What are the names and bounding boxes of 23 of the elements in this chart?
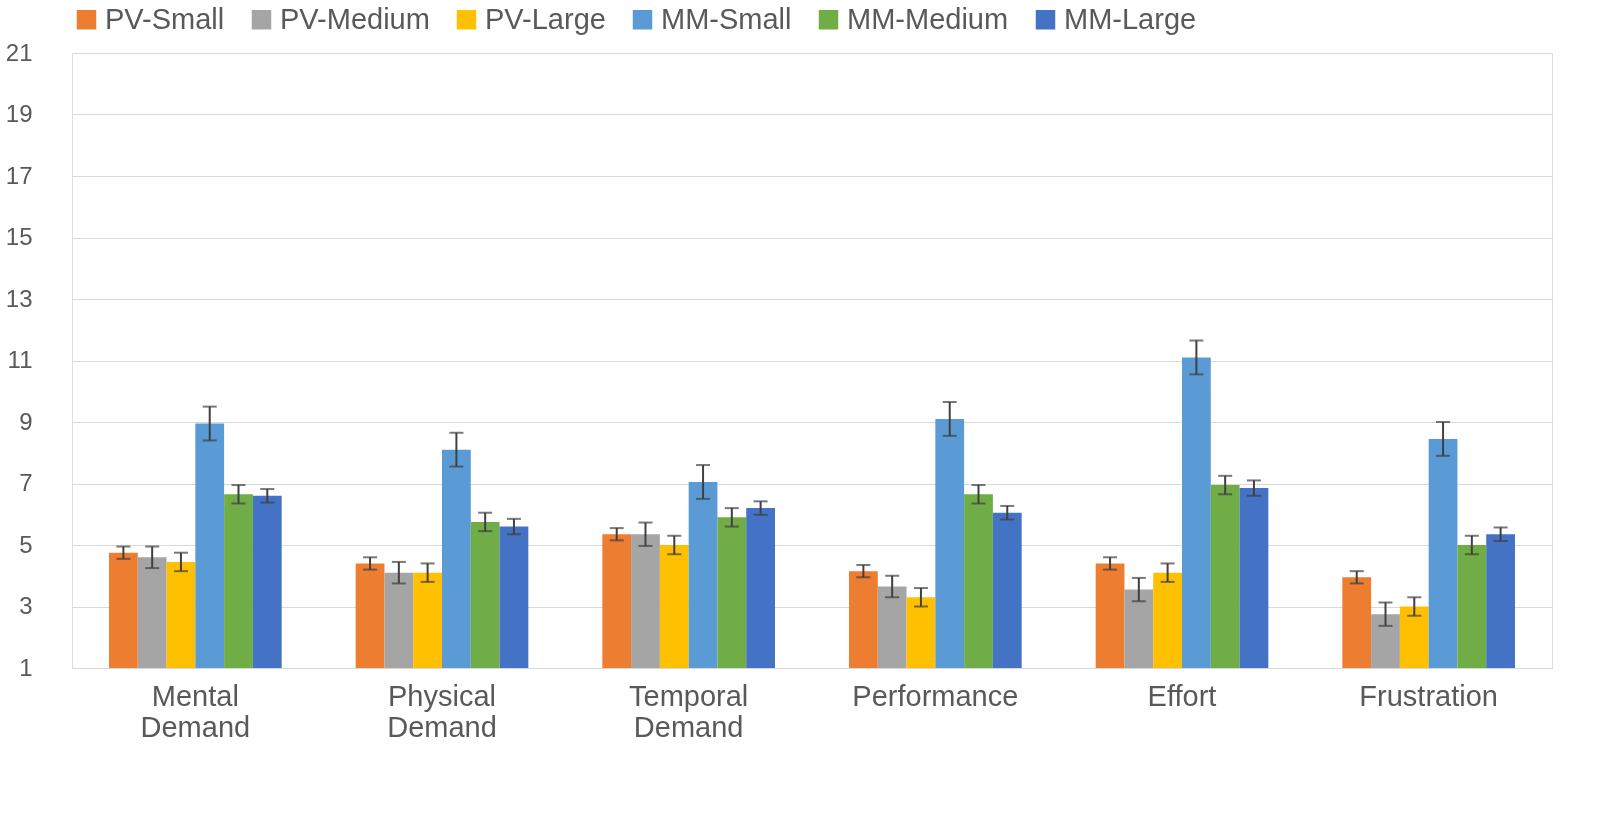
y-tick-label: 17 <box>5 161 33 189</box>
x-tick-label: Mental Demand <box>140 679 251 743</box>
x-tick-label: Performance <box>852 679 1019 712</box>
y-tick-label: 15 <box>5 223 33 250</box>
legend-label: PV-Large <box>485 2 606 35</box>
legend-label: PV-Medium <box>280 2 430 35</box>
y-tick-label: 7 <box>19 469 33 496</box>
y-tick-label: 3 <box>19 592 33 619</box>
x-tick-label: Frustration <box>1359 679 1498 712</box>
legend-label: PV-Small <box>105 2 225 35</box>
y-tick-label: 21 <box>5 38 33 66</box>
x-tick-label: Temporal Demand <box>629 679 749 743</box>
x-tick-label: Physical Demand <box>387 679 497 743</box>
legend-label: MM-Medium <box>847 2 1009 35</box>
y-tick-label: 11 <box>7 346 33 373</box>
y-tick-label: 9 <box>19 407 33 435</box>
x-tick-label: Effort <box>1147 679 1217 712</box>
y-tick-label: 5 <box>19 530 33 558</box>
y-tick-label: 19 <box>5 100 33 127</box>
legend-label: MM-Large <box>1064 2 1197 35</box>
legend-label: MM-Small <box>661 2 792 35</box>
y-tick-label: 1 <box>19 653 33 681</box>
y-tick-label: 13 <box>5 284 33 312</box>
